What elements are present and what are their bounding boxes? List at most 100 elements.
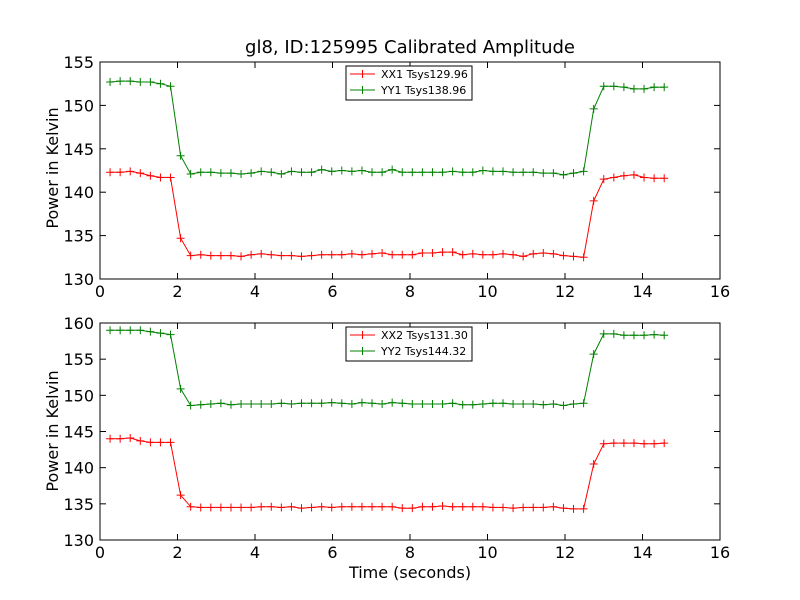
top-series-0-point bbox=[609, 173, 618, 182]
x-axis-label: Time (seconds) bbox=[348, 563, 471, 582]
bottom-series-0-point bbox=[428, 502, 437, 511]
bottom-series-1-point bbox=[418, 400, 427, 409]
top-legend-entry-yy1: YY1 Tsys138.96 bbox=[350, 84, 466, 97]
top-series-1-point bbox=[640, 84, 649, 93]
bottom-series-1-point bbox=[378, 400, 387, 409]
top-series-1-point bbox=[428, 168, 437, 177]
top-series-0-point bbox=[519, 252, 528, 261]
top-series-1-point bbox=[327, 167, 336, 176]
top-series-1-point bbox=[297, 168, 306, 177]
bottom-y-tick-label: 160 bbox=[63, 314, 94, 333]
bottom-series-0-point bbox=[237, 503, 246, 512]
top-series-1-point bbox=[478, 166, 487, 175]
bottom-series-1-point bbox=[106, 326, 115, 335]
bottom-series-1-point bbox=[136, 326, 145, 335]
bottom-series-1-point bbox=[257, 400, 266, 409]
bottom-series-1-point bbox=[277, 399, 286, 408]
bottom-legend: XX2 Tsys131.30 YY2 Tsys144.32 bbox=[345, 326, 473, 362]
top-series-0-point bbox=[640, 173, 649, 182]
top-series-1-point bbox=[569, 169, 578, 178]
bottom-series-1-point bbox=[267, 400, 276, 409]
top-series-0-point bbox=[629, 170, 638, 179]
bottom-series-1-point bbox=[468, 400, 477, 409]
bottom-series-1-point bbox=[287, 400, 296, 409]
top-series-1-point bbox=[388, 165, 397, 174]
bottom-series-0-point bbox=[660, 439, 669, 448]
bottom-series-0-point bbox=[116, 434, 125, 443]
top-series-1-point bbox=[448, 167, 457, 176]
top-series-0-point bbox=[619, 171, 628, 180]
top-series-0-point bbox=[136, 169, 145, 178]
bottom-series-0-point bbox=[327, 503, 336, 512]
top-series-1-point bbox=[599, 82, 608, 91]
top-y-tick-label: 155 bbox=[63, 53, 94, 72]
bottom-series-1-point bbox=[579, 399, 588, 408]
top-series-0-point bbox=[116, 168, 125, 177]
top-series-1-point bbox=[609, 82, 618, 91]
top-series-0-point bbox=[499, 249, 507, 258]
top-series-1-point bbox=[106, 77, 115, 86]
bottom-series-1-point bbox=[458, 400, 467, 409]
bottom-series-0-point bbox=[509, 504, 518, 513]
top-series-0-point bbox=[428, 248, 437, 257]
bottom-series-0-point bbox=[559, 504, 568, 513]
top-x-tick-label: 2 bbox=[172, 282, 182, 301]
bottom-legend-entry-xx2: XX2 Tsys131.30 bbox=[350, 329, 468, 342]
bottom-series-1-point bbox=[317, 399, 326, 408]
top-series-0-point bbox=[488, 250, 497, 259]
top-series-1-point bbox=[206, 168, 215, 177]
bottom-series-0-point bbox=[609, 439, 618, 448]
top-series-0-point bbox=[176, 234, 185, 243]
top-x-tick-label: 16 bbox=[710, 282, 730, 301]
top-series-1-point bbox=[438, 168, 447, 177]
top-series-0-point bbox=[438, 248, 447, 257]
top-series-0-point bbox=[579, 253, 588, 262]
top-series-1-point bbox=[509, 168, 518, 177]
bottom-series-1-point bbox=[146, 327, 155, 336]
bottom-y-tick-label: 140 bbox=[63, 459, 94, 478]
bottom-series-0-point bbox=[176, 491, 185, 500]
top-series-0-point bbox=[196, 250, 205, 259]
bottom-series-1-point bbox=[509, 400, 518, 409]
top-series-1-point bbox=[287, 167, 296, 176]
bottom-series-1-point bbox=[549, 400, 558, 409]
top-series-0-point bbox=[146, 171, 155, 180]
top-series-1-point bbox=[650, 83, 659, 92]
top-legend-label-xx1: XX1 Tsys129.96 bbox=[381, 68, 468, 81]
bottom-series-1-point bbox=[368, 399, 377, 408]
top-series-1-point bbox=[368, 168, 377, 177]
top-series-0-point bbox=[569, 252, 578, 261]
top-series-0-point bbox=[599, 175, 608, 184]
top-series-1-point bbox=[186, 169, 195, 178]
bottom-series-1-point bbox=[539, 400, 548, 409]
bottom-y-tick-label: 135 bbox=[63, 495, 94, 514]
top-series-0-point bbox=[226, 251, 235, 260]
top-legend-entry-xx1: XX1 Tsys129.96 bbox=[350, 68, 468, 81]
bottom-series-0-point bbox=[267, 502, 276, 511]
top-series-0-point bbox=[347, 249, 356, 258]
bottom-series-0-point bbox=[247, 503, 256, 512]
bottom-series-1-point bbox=[196, 400, 205, 409]
bottom-series-1-point bbox=[337, 399, 346, 408]
bottom-series-1-point bbox=[347, 400, 356, 409]
top-series-1-point bbox=[549, 169, 558, 178]
top-y-tick-label: 145 bbox=[63, 140, 94, 159]
bottom-series-0-point bbox=[458, 502, 467, 511]
top-series-1-point bbox=[519, 168, 528, 177]
bottom-series-1-point bbox=[327, 398, 336, 407]
bottom-x-tick-label: 12 bbox=[555, 543, 575, 562]
bottom-series-0-point bbox=[287, 502, 296, 511]
bottom-series-1-point bbox=[519, 400, 528, 409]
top-series-1-point bbox=[398, 168, 407, 177]
top-series-0-point bbox=[277, 251, 286, 260]
top-series-1-point bbox=[267, 168, 276, 177]
bottom-series-0-point bbox=[418, 502, 427, 511]
bottom-series-0-point bbox=[408, 504, 417, 513]
bottom-series-0-point bbox=[297, 504, 306, 513]
top-series-0-point bbox=[206, 251, 215, 260]
top-series-1-point bbox=[146, 77, 155, 86]
bottom-x-tick-label: 4 bbox=[250, 543, 260, 562]
bottom-series-0-point bbox=[529, 503, 538, 512]
top-series-1-point bbox=[378, 168, 387, 177]
bottom-x-tick-label: 14 bbox=[632, 543, 652, 562]
